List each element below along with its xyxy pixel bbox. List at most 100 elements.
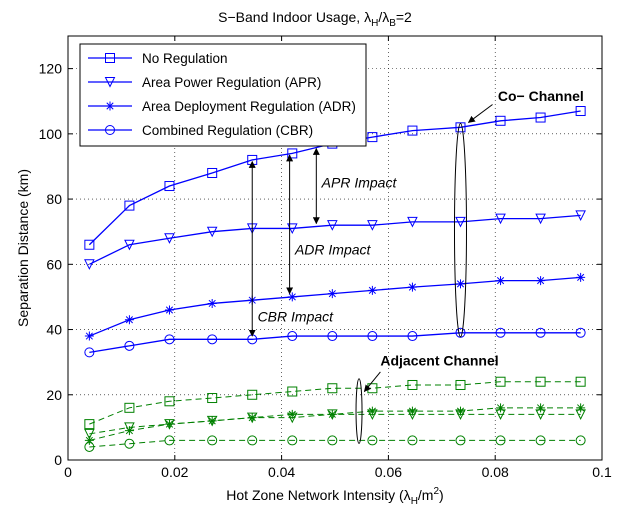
data-point: [84, 331, 94, 341]
data-point: [495, 376, 506, 387]
adjacent-channel-arrow: [363, 371, 381, 393]
data-point: [367, 285, 377, 295]
y-tick-label: 120: [39, 61, 63, 77]
data-point: [495, 435, 506, 446]
data-point: [164, 419, 174, 429]
legend-label: Area Deployment Regulation (ADR): [142, 99, 356, 114]
x-tick-label: 0: [64, 464, 72, 480]
data-point: [84, 441, 95, 452]
data-point: [247, 413, 257, 423]
legend-entry: Area Deployment Regulation (ADR): [88, 99, 356, 114]
data-point: [84, 347, 95, 358]
data-point: [455, 279, 465, 289]
series-line: [89, 381, 581, 425]
titles: S−Band Indoor Usage, λH/λB=2 Hot Zone Net…: [15, 9, 444, 507]
data-point: [455, 379, 466, 390]
data-point: [407, 216, 418, 228]
data-point: [164, 305, 174, 315]
data-point: [407, 331, 418, 342]
data-point: [207, 298, 217, 308]
co-channel-ellipse-outline: [453, 122, 467, 338]
adjacent-channel-ellipse: [355, 378, 363, 444]
data-point: [407, 406, 417, 416]
x-tick-label: 0.08: [482, 464, 509, 480]
data-point: [164, 396, 175, 407]
data-point: [535, 435, 546, 446]
series-line: [89, 332, 581, 354]
data-point: [84, 259, 95, 270]
legend-label: Combined Regulation (CBR): [142, 123, 313, 138]
data-point: [455, 406, 465, 416]
data-point: [84, 419, 95, 430]
data-point: [124, 422, 135, 434]
axes: 0 0.02 0.04 0.06 0.08 0.1 0 20 40 60 80 100 120: [39, 35, 612, 480]
grid: [68, 36, 602, 460]
data-point: [124, 340, 135, 351]
data-point: [84, 435, 94, 445]
apr-impact-label: APR Impact: [321, 175, 398, 191]
data-point: [535, 213, 546, 225]
data-point: [407, 379, 418, 390]
data-point: [164, 334, 175, 345]
data-point: [124, 402, 135, 413]
data-point: [495, 327, 506, 338]
data-point: [536, 276, 546, 286]
data-point: [536, 403, 546, 413]
data-point: [575, 327, 586, 338]
y-tick-label: 0: [54, 452, 62, 468]
data-point: [247, 389, 258, 400]
y-tick-label: 80: [46, 191, 62, 207]
y-axis-label: Separation Distance (km): [15, 169, 31, 327]
data-point: [327, 331, 338, 342]
y-tick-label: 20: [46, 387, 62, 403]
legend-marker: [105, 125, 115, 135]
data-point: [124, 200, 135, 211]
series-7: [84, 435, 586, 452]
x-tick-label: 0.02: [161, 464, 188, 480]
legend: No Regulation Area Power Regulation (APR)…: [79, 43, 367, 147]
data-point: [327, 220, 338, 231]
data-point: [367, 331, 378, 342]
data-point: [407, 435, 418, 446]
data-point: [535, 112, 546, 123]
legend-box: [79, 43, 367, 147]
cbr-impact-label: CBR Impact: [258, 308, 335, 324]
legend-label: Area Power Regulation (APR): [142, 75, 321, 90]
data-point: [576, 403, 586, 413]
data-point: [495, 213, 506, 225]
data-point: [327, 409, 337, 419]
data-point: [575, 376, 586, 387]
data-point: [207, 167, 218, 178]
y-tick-label: 60: [46, 256, 62, 272]
data-point: [327, 435, 338, 446]
data-point: [124, 239, 135, 251]
data-point: [367, 435, 378, 446]
data-point: [164, 435, 175, 446]
data-point: [206, 226, 218, 238]
data-point: [407, 282, 417, 292]
data-point: [164, 233, 175, 244]
data-point: [164, 181, 175, 192]
series-6: [84, 403, 586, 445]
adr-impact-label: ADR Impact: [294, 242, 372, 258]
data-point: [287, 331, 298, 342]
data-point: [124, 426, 134, 436]
series-layer: [84, 106, 586, 452]
legend-marker: [105, 53, 115, 63]
x-tick-label: 0.06: [375, 464, 402, 480]
data-point: [124, 315, 134, 325]
x-axis-label: Hot Zone Network Intensity (λH/m2): [226, 486, 443, 507]
legend-marker: [105, 101, 115, 111]
data-point: [367, 406, 377, 416]
series-line: [89, 214, 581, 265]
data-point: [207, 435, 218, 446]
y-tick-label: 100: [39, 126, 63, 142]
y-tick-label: 40: [46, 322, 62, 338]
data-point: [575, 106, 586, 117]
data-point: [287, 409, 297, 419]
co-channel-label: Co− Channel: [498, 88, 584, 104]
data-point: [207, 416, 217, 426]
data-point: [287, 386, 298, 397]
